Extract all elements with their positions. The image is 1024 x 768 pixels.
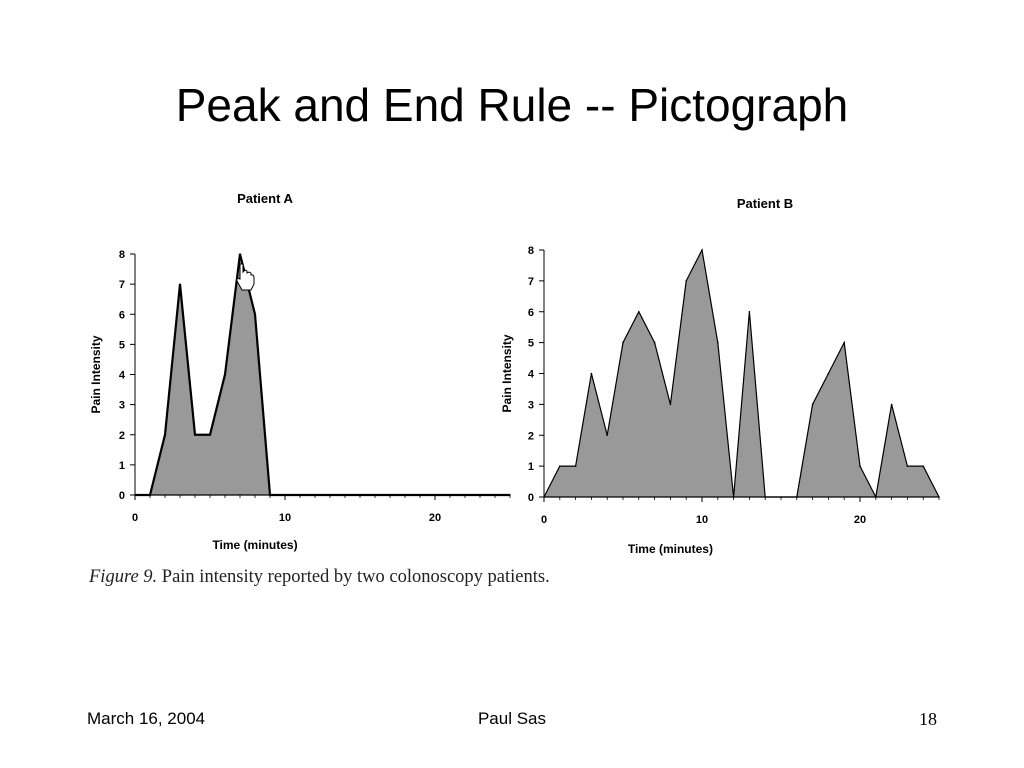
figure-label: Figure 9. [89,567,158,587]
data-point [239,253,241,255]
area-fill [544,250,939,497]
x-tick-label: 0 [132,512,138,524]
data-point [701,249,703,251]
y-axis-label: Pain Intensity [89,335,103,413]
figure-caption: Figure 9. Pain intensity reported by two… [89,567,550,588]
data-point [254,313,256,316]
y-tick-label: 3 [119,400,125,412]
data-point [164,433,166,436]
y-tick-label: 2 [119,430,125,442]
y-tick-label: 5 [528,338,534,350]
y-tick-label: 1 [528,461,534,473]
data-point [209,433,211,436]
data-point [559,465,561,467]
data-point [224,373,226,376]
x-tick-label: 0 [541,514,547,526]
y-tick-label: 0 [119,490,125,502]
data-point [890,403,893,406]
data-point [685,280,687,282]
chart-title: Patient A [237,191,293,206]
y-tick-label: 4 [119,370,126,382]
chart-patient-a: Patient A 0 1 2 3 4 5 6 7 8 0 10 20 Time (minutes) Pai… [89,191,511,552]
data-point [748,310,751,313]
y-tick-label: 7 [528,276,534,288]
x-axis-label: Time (minutes) [628,542,713,556]
y-tick-label: 0 [528,492,534,504]
chart-patient-b: Patient B 0 1 2 3 4 5 6 7 8 0 10 20 Time (minutes) Pai… [500,196,940,556]
data-point [590,372,593,375]
y-tick-label: 8 [119,249,125,261]
data-point [606,434,608,437]
y-tick-label: 4 [528,369,535,381]
data-point [638,310,640,313]
x-tick-label: 10 [696,514,708,526]
series-line [543,248,940,499]
data-point [194,433,196,436]
y-tick-label: 3 [528,399,534,411]
x-tick-label: 20 [429,512,441,524]
data-point [653,341,656,344]
data-point [859,465,861,467]
chart-title: Patient B [737,196,793,211]
x-tick-label: 20 [854,514,866,526]
data-point [669,403,672,406]
area-fill [135,254,510,495]
data-point [827,372,830,375]
hand-cursor-shape [236,263,255,291]
hand-cursor-icon [236,263,255,291]
y-tick-label: 2 [528,430,534,442]
slide-title: Peak and End Rule -- Pictograph [175,79,849,131]
data-point [717,341,719,344]
y-axis-label: Pain Intensity [500,334,514,412]
footer-date: March 16, 2004 [87,709,206,728]
y-tick-label: 7 [119,279,125,291]
y-tick-label: 6 [119,309,125,321]
x-axis-label: Time (minutes) [212,538,297,552]
data-point [843,341,845,344]
data-point [574,465,577,467]
y-tick-label: 6 [528,307,534,319]
data-point [906,465,909,467]
y-tick-label: 1 [119,460,125,472]
x-tick-label: 10 [279,512,291,524]
figure-caption-text: Pain intensity reported by two colonosco… [157,567,550,587]
y-tick-label: 8 [528,245,534,257]
data-point [179,283,181,285]
footer-page-number: 18 [919,709,937,729]
footer-author: Paul Sas [477,709,547,728]
data-point [622,341,624,344]
data-point [811,403,814,406]
data-point [922,465,924,467]
y-tick-label: 5 [119,339,125,351]
